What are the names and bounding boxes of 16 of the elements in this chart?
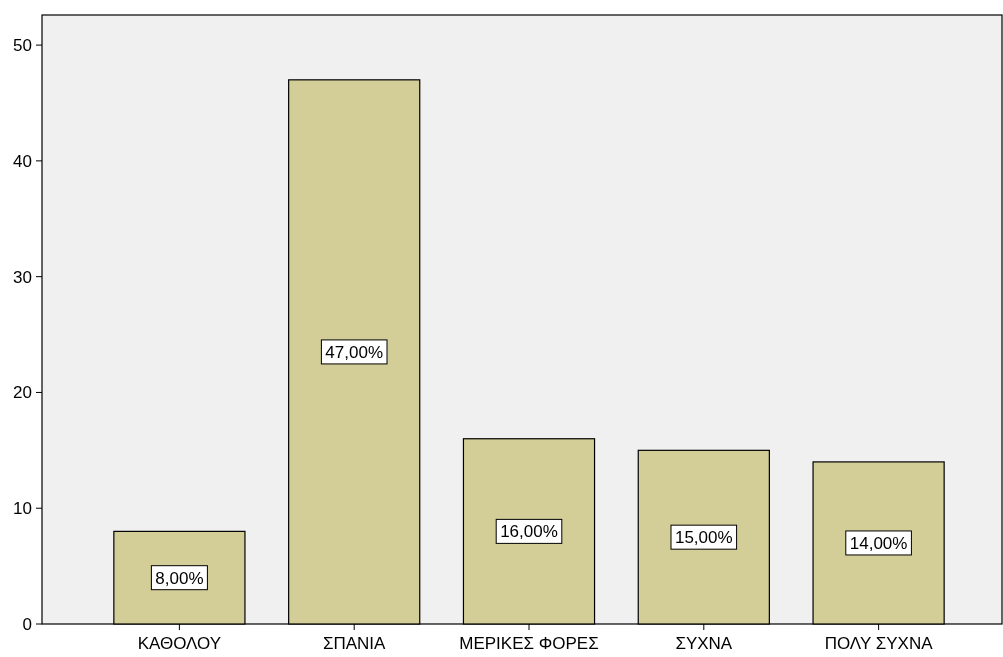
y-tick-label: 30 <box>13 267 32 287</box>
data-label: 15,00% <box>674 528 733 548</box>
y-tick-label: 40 <box>13 151 32 171</box>
x-tick-label: ΚΑΘΟΛΟΥ <box>137 634 222 653</box>
x-tick-label: ΣΥΧΝΑ <box>675 634 733 653</box>
y-tick-label: 0 <box>22 615 32 634</box>
y-tick-label: 10 <box>13 499 32 519</box>
data-label: 47,00% <box>325 342 384 362</box>
data-label: 8,00% <box>155 568 204 588</box>
y-tick-label: 20 <box>13 383 32 403</box>
data-label: 16,00% <box>500 522 558 542</box>
x-tick-label: ΣΠΑΝΙΑ <box>322 634 387 653</box>
y-tick-label: 50 <box>13 36 32 56</box>
x-tick-label: ΜΕΡΙΚΕΣ ΦΟΡΕΣ <box>459 634 599 653</box>
data-label: 14,00% <box>849 533 908 553</box>
x-tick-label: ΠΟΛΥ ΣΥΧΝΑ <box>824 634 934 653</box>
